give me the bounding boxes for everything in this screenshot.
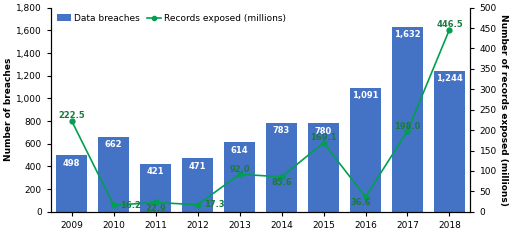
Text: 780: 780	[315, 127, 332, 136]
Text: 662: 662	[105, 140, 122, 149]
Text: 198.0: 198.0	[394, 122, 421, 131]
Bar	[350, 88, 381, 212]
Text: 169.1: 169.1	[310, 133, 337, 142]
Text: 1,632: 1,632	[394, 30, 421, 39]
Text: 446.5: 446.5	[436, 20, 463, 29]
Text: 1,091: 1,091	[352, 91, 379, 100]
Legend: Data breaches, Records exposed (millions): Data breaches, Records exposed (millions…	[55, 12, 288, 25]
Y-axis label: Number of records exposed (millions): Number of records exposed (millions)	[499, 14, 508, 206]
Text: 92.0: 92.0	[229, 165, 250, 174]
Text: 783: 783	[273, 126, 290, 135]
Text: 22.9: 22.9	[145, 204, 166, 213]
Text: 471: 471	[189, 162, 206, 171]
Bar	[434, 71, 465, 212]
Bar	[392, 27, 423, 212]
Bar	[98, 137, 130, 212]
Bar	[140, 164, 172, 212]
Text: 16.2: 16.2	[120, 201, 141, 210]
Text: 222.5: 222.5	[58, 111, 85, 120]
Bar	[224, 142, 255, 212]
Text: 85.6: 85.6	[271, 178, 292, 187]
Y-axis label: Number of breaches: Number of breaches	[4, 58, 13, 161]
Bar	[266, 123, 297, 212]
Text: 498: 498	[63, 159, 80, 168]
Text: 421: 421	[147, 168, 164, 176]
Text: 1,244: 1,244	[436, 74, 463, 83]
Bar	[56, 155, 88, 212]
Text: 17.3: 17.3	[204, 200, 225, 209]
Bar	[308, 123, 339, 212]
Text: 614: 614	[231, 146, 248, 155]
Bar	[182, 158, 214, 212]
Text: 36.6: 36.6	[351, 198, 372, 207]
